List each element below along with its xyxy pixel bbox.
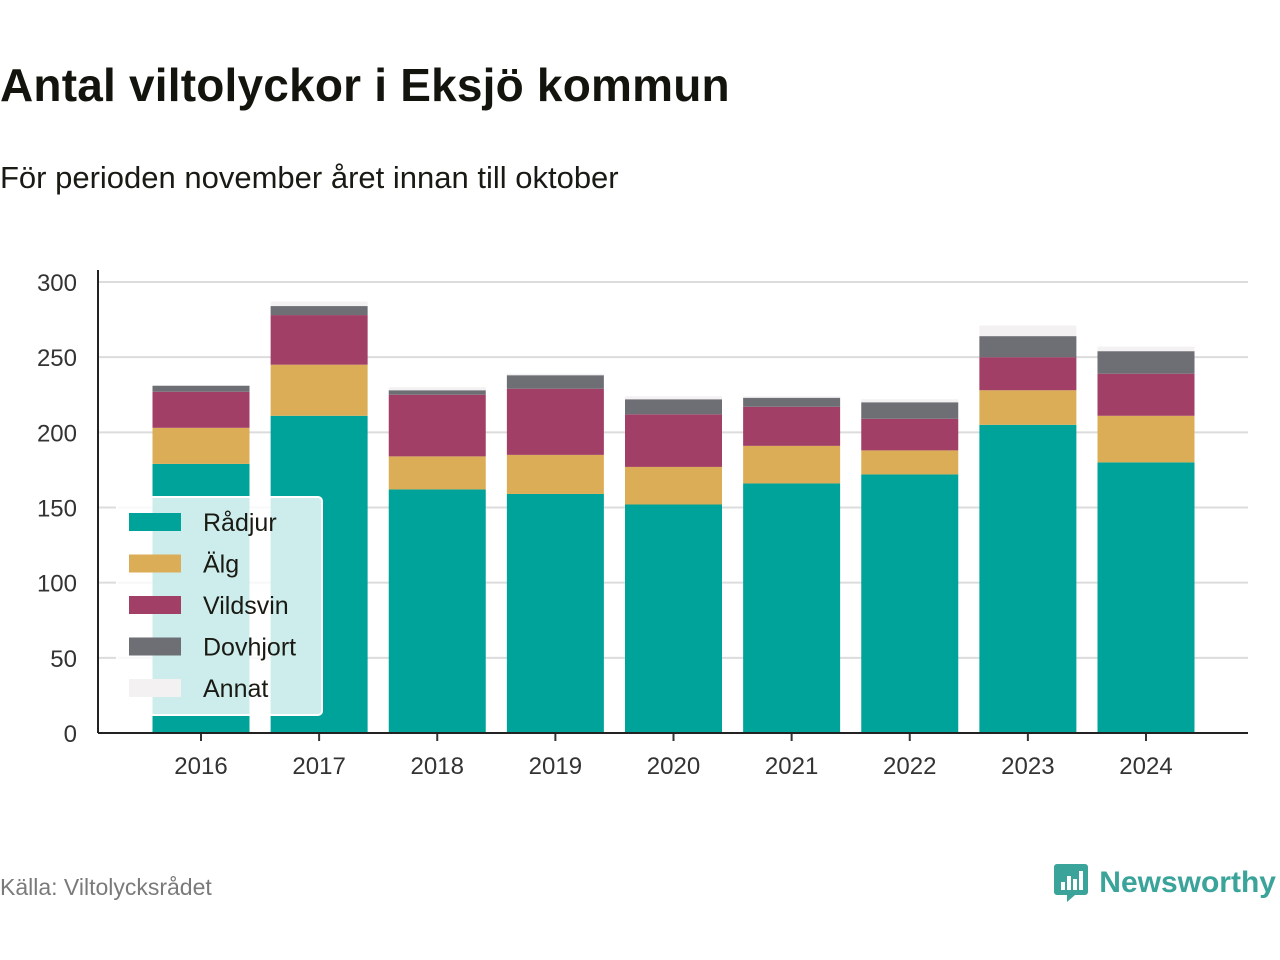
legend-box bbox=[116, 496, 323, 716]
bar-segment-annat bbox=[979, 325, 1077, 337]
source-note: Källa: Viltolycksrådet bbox=[0, 874, 212, 900]
bar-segment-vildsvin bbox=[388, 394, 486, 457]
brand-logo[interactable]: Newsworthy bbox=[1053, 862, 1276, 904]
bar-segment-dovhjort bbox=[1097, 351, 1195, 374]
bar-chart-logo-icon bbox=[1054, 864, 1089, 902]
bar-segment-annat bbox=[625, 396, 722, 400]
y-tick-label: 250 bbox=[37, 345, 77, 372]
bar-segment-annat bbox=[1097, 346, 1195, 352]
bar-segment-älg bbox=[625, 466, 722, 505]
chart-subtitle: För perioden november året innan till ok… bbox=[0, 160, 619, 195]
bar-segment-älg bbox=[743, 445, 841, 484]
bar-segment-dovhjort bbox=[861, 402, 959, 419]
bar-segment-vildsvin bbox=[625, 414, 722, 467]
bar-segment-vildsvin bbox=[270, 315, 368, 365]
legend-label: Annat bbox=[203, 675, 268, 703]
bar-segment-rådjur bbox=[979, 424, 1077, 733]
y-tick-label: 0 bbox=[64, 721, 77, 748]
legend-swatch bbox=[129, 596, 181, 614]
x-tick-label: 2016 bbox=[174, 753, 227, 780]
x-tick-label: 2019 bbox=[529, 753, 582, 780]
bar-segment-annat bbox=[861, 399, 959, 403]
x-tick-label: 2021 bbox=[765, 753, 818, 780]
bar-segment-rådjur bbox=[506, 493, 604, 733]
bar-segment-rådjur bbox=[388, 489, 486, 733]
bar-segment-rådjur bbox=[625, 504, 722, 733]
bar-segment-vildsvin bbox=[152, 391, 250, 428]
bar-segment-dovhjort bbox=[625, 399, 722, 415]
bar-segment-rådjur bbox=[743, 483, 841, 733]
bar-segment-rådjur bbox=[1097, 462, 1195, 733]
bar-segment-dovhjort bbox=[743, 397, 841, 407]
bar-segment-annat bbox=[743, 396, 841, 398]
bar-segment-älg bbox=[861, 450, 959, 475]
bar-segment-älg bbox=[388, 456, 486, 490]
bar-segment-annat bbox=[270, 301, 368, 307]
bar-segment-älg bbox=[1097, 415, 1195, 463]
y-tick-label: 300 bbox=[37, 270, 77, 297]
legend-swatch bbox=[129, 679, 181, 697]
bar-segment-dovhjort bbox=[388, 390, 486, 395]
bar-segment-vildsvin bbox=[979, 357, 1077, 391]
bar-segment-annat bbox=[506, 373, 604, 376]
x-tick-label: 2018 bbox=[411, 753, 464, 780]
bar-segment-älg bbox=[506, 454, 604, 494]
x-tick-label: 2022 bbox=[883, 753, 936, 780]
legend-swatch bbox=[129, 637, 181, 656]
bar-segment-älg bbox=[152, 427, 250, 464]
bar-segment-vildsvin bbox=[506, 388, 604, 455]
legend-label: Dovhjort bbox=[203, 634, 296, 662]
brand-name: Newsworthy bbox=[1099, 866, 1276, 899]
x-tick-label: 2023 bbox=[1001, 753, 1054, 780]
bar-segment-vildsvin bbox=[743, 406, 841, 446]
bar-segment-älg bbox=[979, 390, 1077, 425]
bar-segment-dovhjort bbox=[506, 375, 604, 389]
bar-segment-dovhjort bbox=[152, 385, 250, 392]
x-tick-label: 2020 bbox=[647, 753, 700, 780]
y-tick-label: 200 bbox=[37, 420, 77, 447]
bar-segment-dovhjort bbox=[270, 306, 368, 316]
chart-title: Antal viltolyckor i Eksjö kommun bbox=[0, 59, 730, 111]
bar-segment-vildsvin bbox=[1097, 373, 1195, 416]
bar-segment-dovhjort bbox=[979, 336, 1077, 358]
legend-label: Älg bbox=[203, 551, 239, 579]
x-tick-label: 2017 bbox=[292, 753, 345, 780]
bar-segment-annat bbox=[388, 387, 486, 391]
legend-swatch bbox=[129, 513, 181, 531]
legend-label: Vildsvin bbox=[203, 592, 289, 620]
bar-segment-vildsvin bbox=[861, 418, 959, 451]
bar-segment-älg bbox=[270, 364, 368, 416]
legend-swatch bbox=[129, 554, 181, 573]
legend-label: Rådjur bbox=[203, 509, 277, 537]
x-tick-label: 2024 bbox=[1119, 753, 1172, 780]
y-tick-label: 50 bbox=[50, 646, 77, 673]
y-tick-label: 100 bbox=[37, 571, 77, 598]
bar-segment-rådjur bbox=[861, 474, 959, 733]
y-tick-label: 150 bbox=[37, 496, 77, 523]
